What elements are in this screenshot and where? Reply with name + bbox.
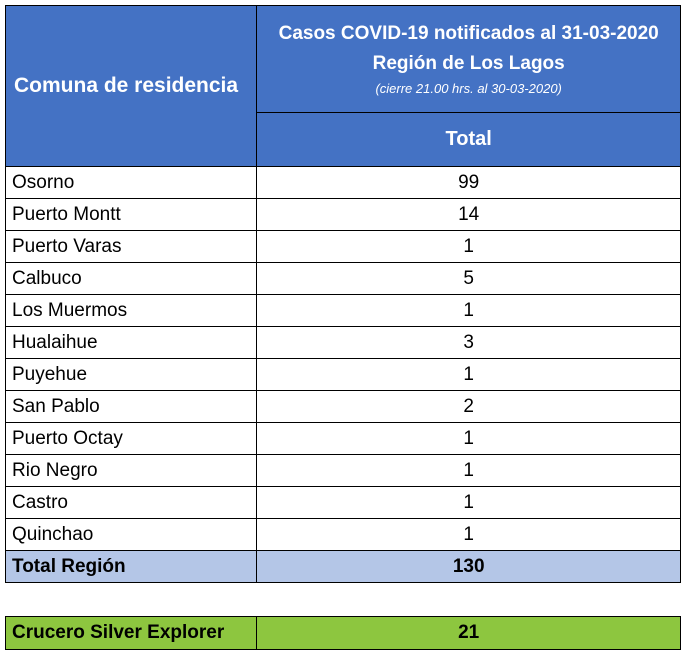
- comuna-cell: Osorno: [4, 166, 258, 199]
- table-row: San Pablo 2: [4, 390, 681, 423]
- table-row: Calbuco 5: [4, 262, 681, 295]
- total-cell: 14: [256, 198, 681, 231]
- column-header-total: Total: [256, 112, 681, 167]
- total-cell: 1: [256, 422, 681, 455]
- table-row: Puerto Octay 1: [4, 422, 681, 455]
- total-cell: 1: [256, 294, 681, 327]
- comuna-cell: Puerto Montt: [4, 198, 258, 231]
- comuna-cell: Hualaihue: [4, 326, 258, 359]
- total-cell: 5: [256, 262, 681, 295]
- cruise-label: Crucero Silver Explorer: [4, 616, 258, 650]
- total-cell: 1: [256, 230, 681, 263]
- table-title: Casos COVID-19 notificados al 31-03-2020…: [256, 5, 681, 113]
- total-region-label: Total Región: [4, 550, 258, 583]
- table-row: Quinchao 1: [4, 518, 681, 551]
- table-row: Rio Negro 1: [4, 454, 681, 487]
- comuna-cell: Puerto Varas: [4, 230, 258, 263]
- comuna-cell: Puyehue: [4, 358, 258, 391]
- table-row: Osorno 99: [4, 166, 681, 199]
- comuna-cell: Castro: [4, 486, 258, 519]
- total-cell: 99: [256, 166, 681, 199]
- cruise-table: Crucero Silver Explorer 21: [4, 616, 681, 650]
- total-cell: 1: [256, 454, 681, 487]
- title-line-1: Casos COVID-19 notificados al 31-03-2020: [278, 23, 659, 44]
- total-region-row: Total Región 130: [4, 550, 681, 583]
- column-header-comuna: Comuna de residencia: [4, 5, 258, 167]
- table-row: Los Muermos 1: [4, 294, 681, 327]
- total-region-value: 130: [256, 550, 681, 583]
- total-cell: 1: [256, 486, 681, 519]
- title-line-3: (cierre 21.00 hrs. al 30-03-2020): [375, 81, 562, 96]
- table-row: Puyehue 1: [4, 358, 681, 391]
- table-row: Hualaihue 3: [4, 326, 681, 359]
- covid-cases-table: Comuna de residencia Casos COVID-19 noti…: [4, 5, 681, 583]
- comuna-cell: Los Muermos: [4, 294, 258, 327]
- total-cell: 3: [256, 326, 681, 359]
- table-body: Osorno 99 Puerto Montt 14 Puerto Varas 1 Calbu…: [4, 166, 681, 551]
- table-row: Puerto Varas 1: [4, 230, 681, 263]
- cruise-row: Crucero Silver Explorer 21: [4, 616, 681, 650]
- comuna-cell: San Pablo: [4, 390, 258, 423]
- title-line-2: Región de Los Lagos: [372, 53, 565, 74]
- total-cell: 1: [256, 358, 681, 391]
- comuna-cell: Rio Negro: [4, 454, 258, 487]
- table-row: Castro 1: [4, 486, 681, 519]
- cruise-value: 21: [256, 616, 681, 650]
- comuna-cell: Calbuco: [4, 262, 258, 295]
- comuna-cell: Quinchao: [4, 518, 258, 551]
- total-cell: 1: [256, 518, 681, 551]
- total-cell: 2: [256, 390, 681, 423]
- table-row: Puerto Montt 14: [4, 198, 681, 231]
- comuna-cell: Puerto Octay: [4, 422, 258, 455]
